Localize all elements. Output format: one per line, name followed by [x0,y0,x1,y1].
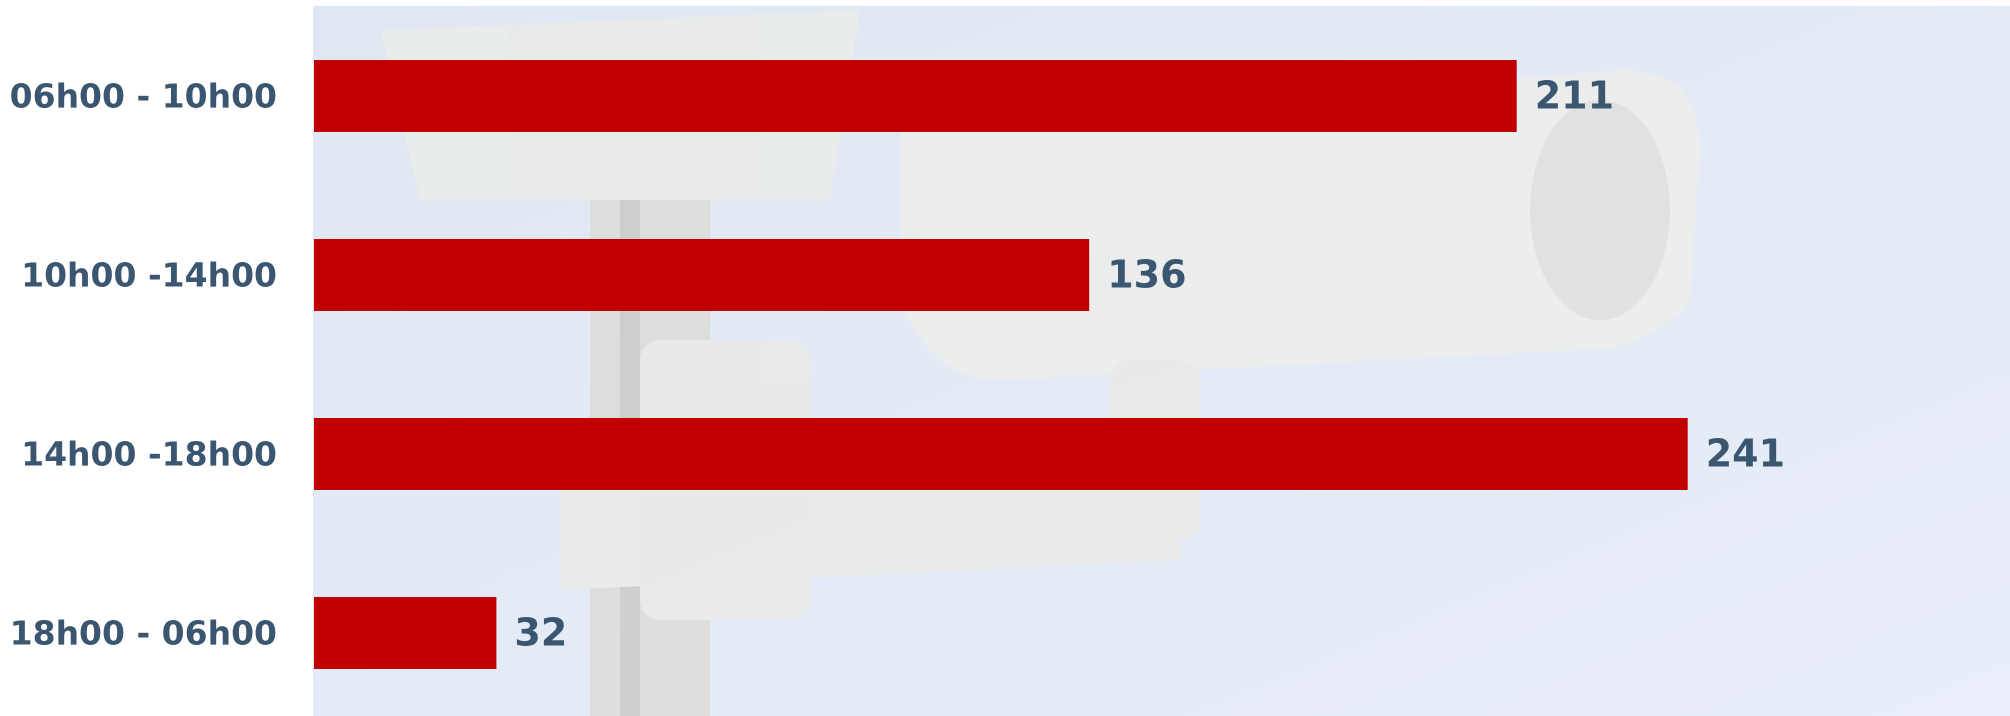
page: {"chart_data": {"type": "bar", "orientat… [0,0,2010,716]
bar [314,597,496,669]
value-label: 32 [514,611,567,655]
category-label: 18h00 - 06h00 [10,614,277,653]
value-label: 241 [1706,432,1785,476]
category-label: 14h00 -18h00 [21,435,277,474]
category-label: 06h00 - 10h00 [10,77,277,116]
bar [314,239,1089,311]
category-label: 10h00 -14h00 [21,256,277,295]
chart: 06h00 - 10h00 211 10h00 -14h00 136 14h00 -18… [0,0,2010,716]
bar [314,418,1688,490]
value-label: 211 [1535,74,1614,118]
bar [314,60,1517,132]
value-label: 136 [1107,253,1186,297]
